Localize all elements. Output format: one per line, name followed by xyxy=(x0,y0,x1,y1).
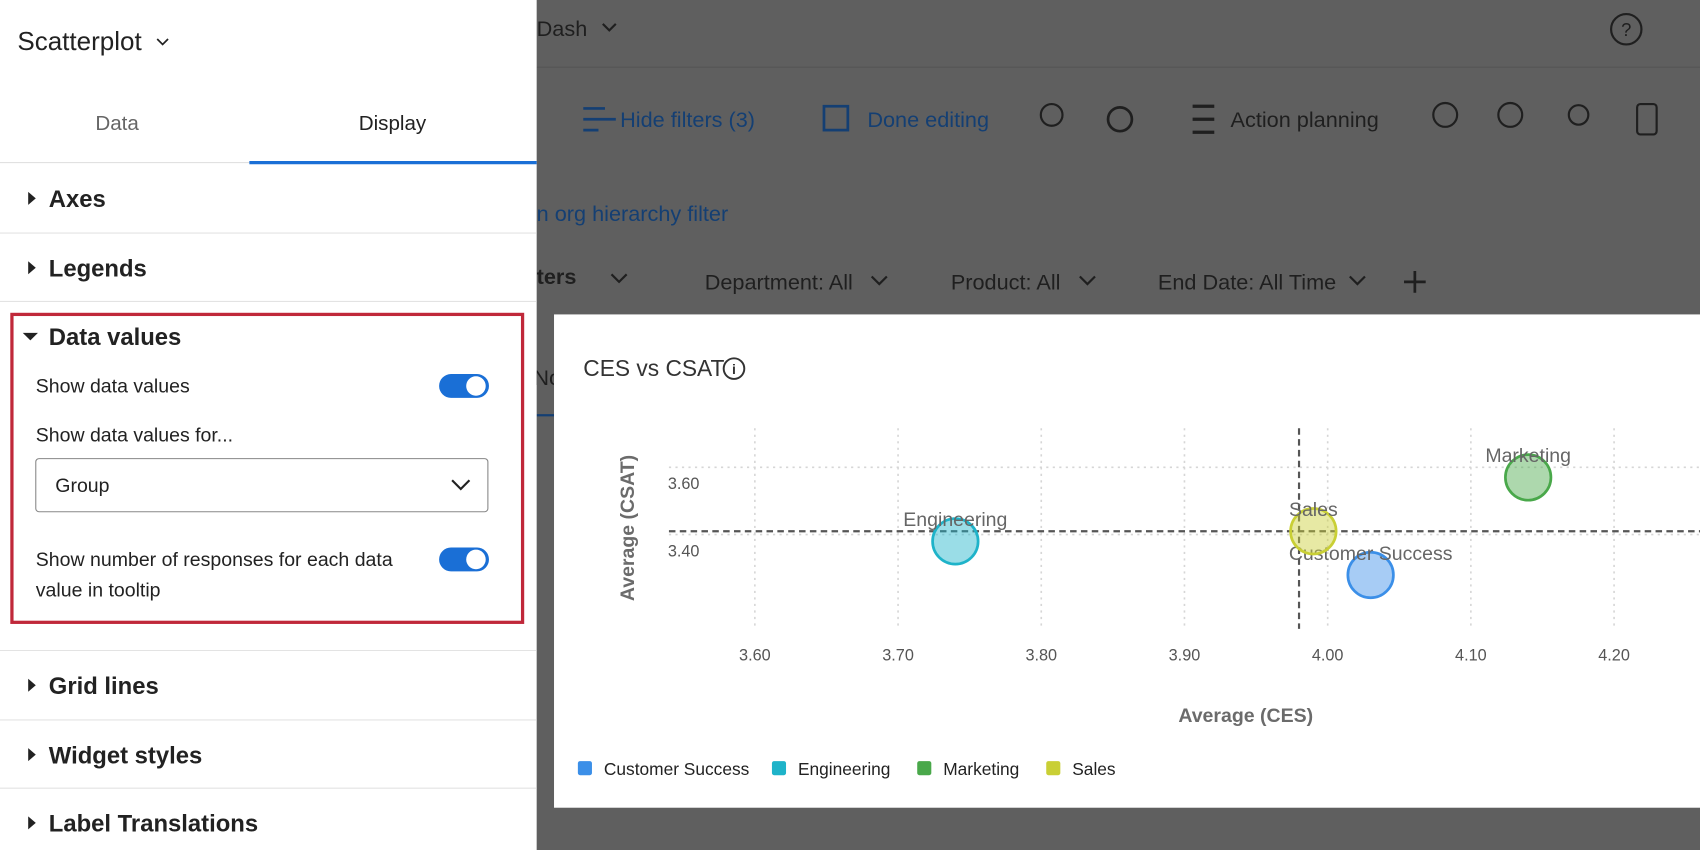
chart: CES vs CSAT i Average (CES) Average (CSA… xyxy=(577,355,1700,779)
filter-chip[interactable]: End Date: All Time xyxy=(1158,269,1336,294)
point xyxy=(1289,507,1338,556)
help-icon[interactable] xyxy=(1610,13,1643,46)
point xyxy=(1346,550,1395,600)
caret xyxy=(28,261,36,275)
dropdown-value: Group xyxy=(55,475,109,497)
chevron xyxy=(602,23,617,32)
tab[interactable]: Data xyxy=(95,112,139,135)
done-editing[interactable]: Done editing xyxy=(867,107,989,132)
legend-swatch xyxy=(1046,761,1061,776)
x-tick-label: 4.20 xyxy=(1598,646,1630,664)
x-tick-label: 3.60 xyxy=(739,646,771,664)
dropdown[interactable] xyxy=(35,458,489,513)
section-header[interactable]: Legends xyxy=(49,255,147,282)
data-label: Sales xyxy=(1289,499,1338,521)
point xyxy=(931,517,980,566)
section-header[interactable]: Widget styles xyxy=(49,742,202,769)
side-panel xyxy=(0,0,537,850)
chevron xyxy=(156,38,169,46)
action-planning[interactable]: Action planning xyxy=(1231,107,1379,132)
caret xyxy=(28,816,36,830)
option-wrap: Show number of responses for each data v… xyxy=(35,548,393,601)
info-icon[interactable] xyxy=(722,357,746,380)
insight-icon[interactable] xyxy=(1039,102,1064,127)
option-label: Show data values xyxy=(36,375,190,397)
filter-chip[interactable]: Department: All xyxy=(705,269,853,294)
chevron xyxy=(870,275,1366,286)
x-tick-label: 3.70 xyxy=(882,646,914,664)
data-label: Engineering xyxy=(903,509,1007,531)
tab-active[interactable]: Display xyxy=(359,112,427,135)
tool-icon[interactable] xyxy=(1432,101,1459,128)
toggle[interactable] xyxy=(439,374,489,398)
x-tick-label: 3.80 xyxy=(1025,646,1057,664)
toggle[interactable] xyxy=(439,547,489,572)
dashboard-name[interactable]: Dash xyxy=(537,16,588,41)
chevron xyxy=(610,273,628,284)
legend-label: Sales xyxy=(1072,759,1116,779)
x-tick-label: 4.10 xyxy=(1455,646,1487,664)
data-label: Marketing xyxy=(1485,445,1571,467)
edit-icon xyxy=(822,104,850,132)
toggle-knob xyxy=(466,549,486,570)
legend-label: Marketing xyxy=(943,759,1019,779)
settings-icon[interactable] xyxy=(1106,105,1134,133)
caret xyxy=(28,191,36,205)
section-header[interactable]: Data values xyxy=(49,324,182,351)
legend-swatch xyxy=(917,761,932,776)
y-tick-label: 3.60 xyxy=(668,475,700,493)
legend-swatch xyxy=(771,761,787,776)
y-tick-label: 3.40 xyxy=(668,542,700,560)
caret xyxy=(28,678,36,692)
add-filter[interactable] xyxy=(1404,271,1426,293)
y-axis-label: Average (CSAT) xyxy=(617,455,639,601)
caret xyxy=(28,748,36,762)
org-link[interactable]: n org hierarchy filter xyxy=(537,201,729,226)
section-header[interactable]: Label Translations xyxy=(49,811,258,838)
chart-widget[interactable] xyxy=(554,314,1700,808)
mobile-icon[interactable] xyxy=(1636,102,1658,136)
filters-label: ters xyxy=(537,264,577,289)
tool-icon[interactable] xyxy=(1497,101,1524,128)
chevron xyxy=(451,479,471,491)
toggle-knob xyxy=(466,376,486,396)
filter-chip[interactable]: Product: All xyxy=(951,269,1061,294)
caret xyxy=(22,332,38,341)
legend-label: Engineering xyxy=(798,759,891,779)
section-header[interactable]: Axes xyxy=(49,186,106,213)
info-glyph: i xyxy=(732,361,736,377)
x-tick-label: 3.90 xyxy=(1169,646,1201,664)
chart-title: CES vs CSAT xyxy=(583,355,724,381)
hide-filters[interactable]: Hide filters (3) xyxy=(620,107,755,132)
help-glyph: ? xyxy=(1621,19,1631,40)
planning-icon xyxy=(1192,104,1215,134)
panel-title[interactable]: Scatterplot xyxy=(17,26,142,56)
legend-swatch xyxy=(577,761,592,776)
x-axis-label: Average (CES) xyxy=(1178,705,1313,727)
filter-icon xyxy=(583,107,616,132)
x-tick-label: 4.00 xyxy=(1312,646,1344,664)
tool-icon[interactable] xyxy=(1567,104,1590,126)
option-label: Show number of responses for each data v… xyxy=(35,548,393,601)
highlight-box xyxy=(10,312,525,624)
dropdown-label: Show data values for... xyxy=(36,424,233,446)
section-header[interactable]: Grid lines xyxy=(49,673,159,700)
point xyxy=(1504,453,1553,502)
legend-label: Customer Success xyxy=(604,759,750,779)
